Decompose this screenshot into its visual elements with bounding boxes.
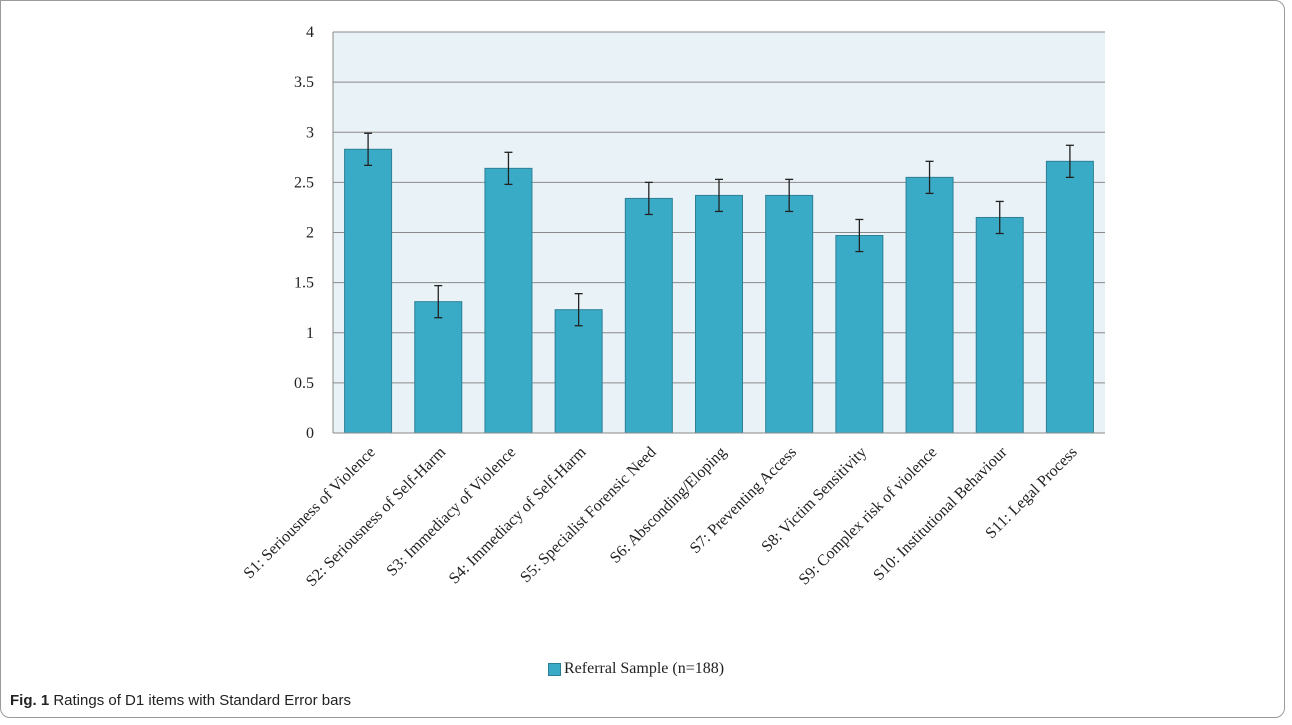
x-tick-label: S1: Seriousness of Violence xyxy=(241,444,379,582)
legend: Referral Sample (n=188) xyxy=(548,659,724,679)
error-bars xyxy=(364,132,1074,327)
caption-text: Ratings of D1 items with Standard Error … xyxy=(49,692,351,709)
bar xyxy=(835,235,884,434)
figure-caption: Fig. 1 Ratings of D1 items with Standard… xyxy=(10,692,351,709)
error-bar xyxy=(644,181,653,216)
error-bar xyxy=(364,132,373,166)
bar xyxy=(905,176,954,434)
bar xyxy=(484,167,533,434)
x-tick-label: S2: Seriousness of Self-Harm xyxy=(303,443,450,590)
caption-label: Fig. 1 xyxy=(10,692,50,709)
y-tick-label: 4 xyxy=(306,24,314,41)
bar xyxy=(695,194,743,434)
error-bar xyxy=(715,178,723,213)
y-tick-label: 0 xyxy=(306,425,314,442)
x-tick-label: S5: Specialist Forensic Need xyxy=(517,444,659,586)
y-tick-label: 2.5 xyxy=(294,174,314,191)
legend-label: Referral Sample (n=188) xyxy=(564,660,725,677)
y-tick-label: 3.5 xyxy=(294,74,314,91)
error-bar xyxy=(504,151,513,186)
y-tick-label: 1.5 xyxy=(294,275,314,292)
x-tick-label: S9: Complex risk of violence xyxy=(796,444,941,589)
bar xyxy=(344,148,393,434)
y-tick-label: 1 xyxy=(306,325,314,342)
bar xyxy=(1045,160,1094,434)
error-bar xyxy=(785,178,794,213)
error-bar xyxy=(434,284,443,319)
x-tick-label: S4: Immediacy of Self-Harm xyxy=(446,443,590,587)
bar xyxy=(414,301,463,434)
bar xyxy=(765,194,814,434)
x-tick-label: S10: Institutional Behaviour xyxy=(870,443,1011,584)
error-bar xyxy=(1065,144,1074,179)
legend-swatch xyxy=(548,662,561,676)
x-tick-label: S6: Absconding/Eloping xyxy=(607,444,730,567)
error-bar xyxy=(855,218,864,253)
x-tick-label: S3: Immediacy of Violence xyxy=(383,444,519,580)
y-tick-label: 2 xyxy=(306,225,314,242)
bar xyxy=(624,197,673,434)
error-bar xyxy=(574,293,583,327)
y-tick-label: 3 xyxy=(306,124,314,141)
bar xyxy=(975,216,1024,434)
y-tick-label: 0.5 xyxy=(294,375,314,392)
error-bar xyxy=(925,160,934,195)
bars xyxy=(344,148,1094,434)
bar xyxy=(554,309,603,434)
error-bar xyxy=(995,200,1004,235)
y-axis-ticks: 0 0.5 1 1.5 2 2.5 3 3.5 4 xyxy=(294,24,314,442)
